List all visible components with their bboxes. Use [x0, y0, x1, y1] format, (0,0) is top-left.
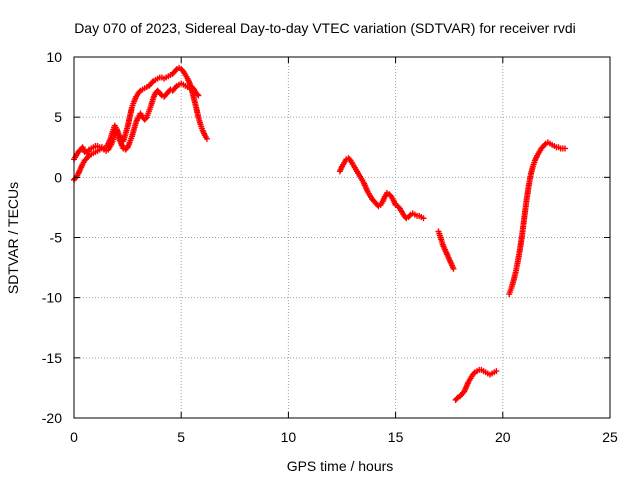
data-point [406, 212, 413, 219]
data-point [172, 67, 179, 74]
data-point [561, 145, 568, 152]
data-point [195, 92, 202, 99]
data-point [453, 395, 460, 402]
data-points [71, 64, 568, 403]
data-point [179, 67, 186, 74]
data-point [387, 192, 394, 199]
data-point [420, 215, 427, 222]
x-axis-label: GPS time / hours [287, 458, 394, 474]
data-point [142, 115, 149, 122]
data-point [149, 79, 156, 86]
y-axis-label: SDTVAR / TECUs [5, 182, 21, 294]
x-tick-label: 25 [602, 429, 618, 445]
y-tick-label: -20 [42, 410, 62, 426]
data-point [172, 84, 179, 91]
data-point [203, 135, 210, 142]
data-point [194, 91, 201, 98]
x-tick-label: 5 [177, 429, 185, 445]
y-tick-label: -15 [42, 350, 62, 366]
grid-lines [74, 57, 610, 418]
axis-ticks: 0 5 10 15 20 25 -20 -15 -10 -5 0 5 10 [42, 49, 618, 445]
data-point [157, 91, 164, 98]
data-point [72, 175, 79, 182]
data-point [189, 85, 196, 92]
data-point [84, 153, 91, 160]
data-point [136, 88, 143, 95]
data-point [395, 204, 402, 211]
data-point [541, 141, 548, 148]
y-tick-label: 10 [46, 49, 62, 65]
data-point [470, 370, 477, 377]
y-tick-label: 5 [54, 109, 62, 125]
y-tick-label: -5 [50, 230, 63, 246]
y-tick-label: 0 [54, 169, 62, 185]
y-tick-label: -10 [42, 290, 62, 306]
data-point [493, 368, 500, 375]
x-tick-label: 10 [281, 429, 297, 445]
x-tick-label: 0 [70, 429, 78, 445]
data-point [346, 156, 353, 163]
x-tick-label: 20 [495, 429, 511, 445]
data-point [450, 265, 457, 272]
x-tick-label: 15 [388, 429, 404, 445]
chart-title: Day 070 of 2023, Sidereal Day-to-day VTE… [74, 20, 576, 36]
